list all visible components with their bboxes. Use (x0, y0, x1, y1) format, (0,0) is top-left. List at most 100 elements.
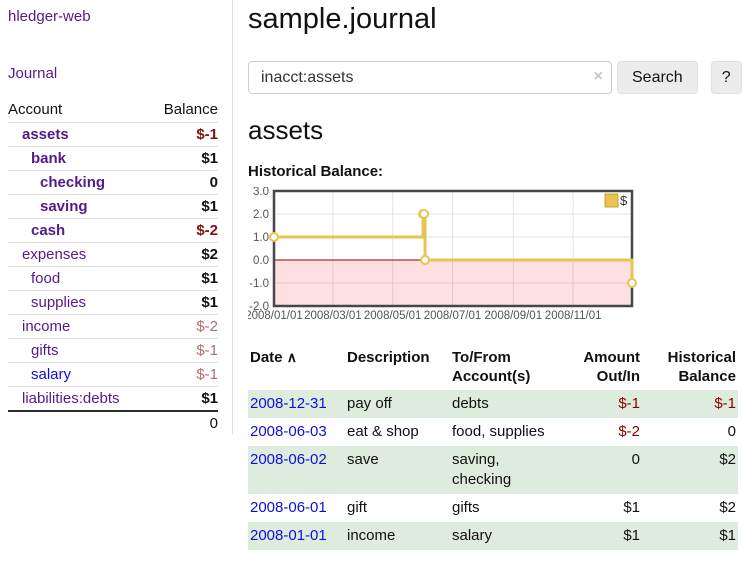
account-link-checking[interactable]: checking (40, 174, 106, 191)
transaction-description: pay off (347, 395, 392, 412)
account-link-cash[interactable]: cash (31, 222, 66, 239)
account-balance: $-2 (149, 218, 218, 243)
transaction-balance: $-1 (714, 395, 736, 412)
svg-text:1.0: 1.0 (253, 232, 269, 244)
accounts-total: 0 (149, 410, 218, 435)
svg-text:-1.0: -1.0 (249, 278, 269, 290)
account-balance: $1 (149, 266, 218, 291)
account-balance: $-1 (149, 122, 218, 147)
transaction-amount: $1 (623, 499, 640, 516)
transaction-accounts: salary (452, 527, 493, 544)
search-input[interactable] (248, 61, 612, 94)
transaction-date-link[interactable]: 2008-06-03 (250, 423, 327, 440)
transaction-description: income (347, 527, 396, 544)
account-row: salary $-1 (8, 362, 218, 387)
nav-journal-link[interactable]: Journal (8, 65, 58, 82)
transaction-date-link[interactable]: 2008-01-01 (250, 527, 327, 544)
account-balance: $1 (149, 386, 218, 411)
account-row: assets $-1 (8, 122, 218, 147)
account-link-liabilities-debts[interactable]: liabilities:debts (22, 390, 120, 407)
clear-search-icon[interactable]: × (593, 68, 603, 85)
account-link-food[interactable]: food (31, 270, 61, 287)
account-row: food $1 (8, 266, 218, 291)
svg-text:2008/03/01: 2008/03/01 (304, 310, 362, 322)
page-title: sample.journal (248, 3, 437, 35)
account-link-expenses[interactable]: expenses (22, 246, 87, 263)
transaction-balance: 0 (727, 423, 736, 440)
transaction-date-link[interactable]: 2008-12-31 (250, 395, 327, 412)
transaction-balance: $2 (719, 499, 736, 516)
register-header-date[interactable]: Date ∧ (250, 349, 297, 366)
accounts-table: Account Balance assets $-1 bank $1 checking 0… (8, 98, 218, 435)
account-link-income[interactable]: income (22, 318, 71, 335)
sidebar: hledger-web Journal Account Balance asse… (0, 0, 233, 435)
register-header-amount: Amount Out/In (583, 349, 640, 385)
svg-text:-2.0: -2.0 (249, 301, 269, 313)
transaction-balance: $2 (719, 451, 736, 468)
transaction-description: save (347, 451, 379, 468)
account-row: bank $1 (8, 146, 218, 171)
transaction-description: eat & shop (347, 423, 419, 440)
account-row: checking 0 (8, 170, 218, 195)
account-row: saving $1 (8, 194, 218, 219)
svg-text:2008/07/01: 2008/07/01 (424, 310, 482, 322)
chart-label: Historical Balance: (248, 163, 384, 180)
account-balance: $-1 (149, 362, 218, 387)
brand-link[interactable]: hledger-web (8, 8, 91, 25)
account-link-bank[interactable]: bank (31, 150, 67, 167)
svg-text:2008/05/01: 2008/05/01 (364, 310, 422, 322)
search-form: × Search ? (248, 61, 742, 94)
account-balance: $1 (149, 146, 218, 171)
transaction-date-link[interactable]: 2008-06-02 (250, 451, 327, 468)
account-row: gifts $-1 (8, 338, 218, 363)
register-header-accounts: To/From Account(s) (452, 349, 531, 385)
account-link-saving[interactable]: saving (40, 198, 88, 215)
svg-text:2.0: 2.0 (253, 209, 269, 221)
svg-text:$: $ (620, 193, 628, 208)
account-link-supplies[interactable]: supplies (31, 294, 87, 311)
transaction-date-link[interactable]: 2008-06-01 (250, 499, 327, 516)
account-heading: assets (248, 115, 324, 145)
main-content: sample.journal × Search ? assets Histori… (234, 0, 742, 550)
account-balance: $-1 (149, 338, 218, 363)
register-header-description: Description (347, 349, 430, 366)
account-balance: $-2 (149, 314, 218, 339)
accounts-header-balance: Balance (163, 101, 218, 118)
account-link-gifts[interactable]: gifts (31, 342, 59, 359)
register-row: 2008-01-01 income salary $1 $1 (248, 522, 738, 550)
search-button[interactable]: Search (617, 61, 698, 94)
account-row: expenses $2 (8, 242, 218, 267)
accounts-total-row: 0 (8, 410, 218, 435)
register-row: 2008-12-31 pay off debts $-1 $-1 (248, 390, 738, 418)
register-header-row: Date ∧ Description To/From Account(s) Am… (248, 346, 738, 390)
transaction-description: gift (347, 499, 368, 516)
svg-text:0.0: 0.0 (253, 255, 269, 267)
account-balance: $2 (149, 242, 218, 267)
register-row: 2008-06-01 gift gifts $1 $2 (248, 494, 738, 522)
help-button[interactable]: ? (710, 61, 742, 94)
account-balance: $1 (149, 194, 218, 219)
account-row: liabilities:debts $1 (8, 386, 218, 411)
account-balance: 0 (149, 170, 218, 195)
svg-text:2008/09/01: 2008/09/01 (485, 310, 543, 322)
svg-text:3.0: 3.0 (253, 187, 269, 198)
svg-text:2008/11/01: 2008/11/01 (545, 310, 602, 322)
transaction-accounts: food, supplies (452, 423, 545, 440)
sort-asc-icon: ∧ (286, 349, 297, 365)
transaction-balance: $1 (719, 527, 736, 544)
svg-text:2008/01/01: 2008/01/01 (248, 310, 303, 322)
transaction-amount: $-2 (618, 423, 640, 440)
account-link-assets[interactable]: assets (22, 126, 69, 143)
register-header-balance: Historical Balance (667, 349, 736, 385)
transaction-amount: $-1 (618, 395, 640, 412)
account-row: supplies $1 (8, 290, 218, 315)
transaction-accounts: saving, checking (452, 451, 512, 488)
register-table: Date ∧ Description To/From Account(s) Am… (248, 346, 738, 550)
transaction-accounts: debts (452, 395, 489, 412)
account-row: cash $-2 (8, 218, 218, 243)
transaction-amount: $1 (623, 527, 640, 544)
account-link-salary[interactable]: salary (31, 366, 72, 383)
transaction-amount: 0 (631, 451, 640, 468)
account-row: income $-2 (8, 314, 218, 339)
